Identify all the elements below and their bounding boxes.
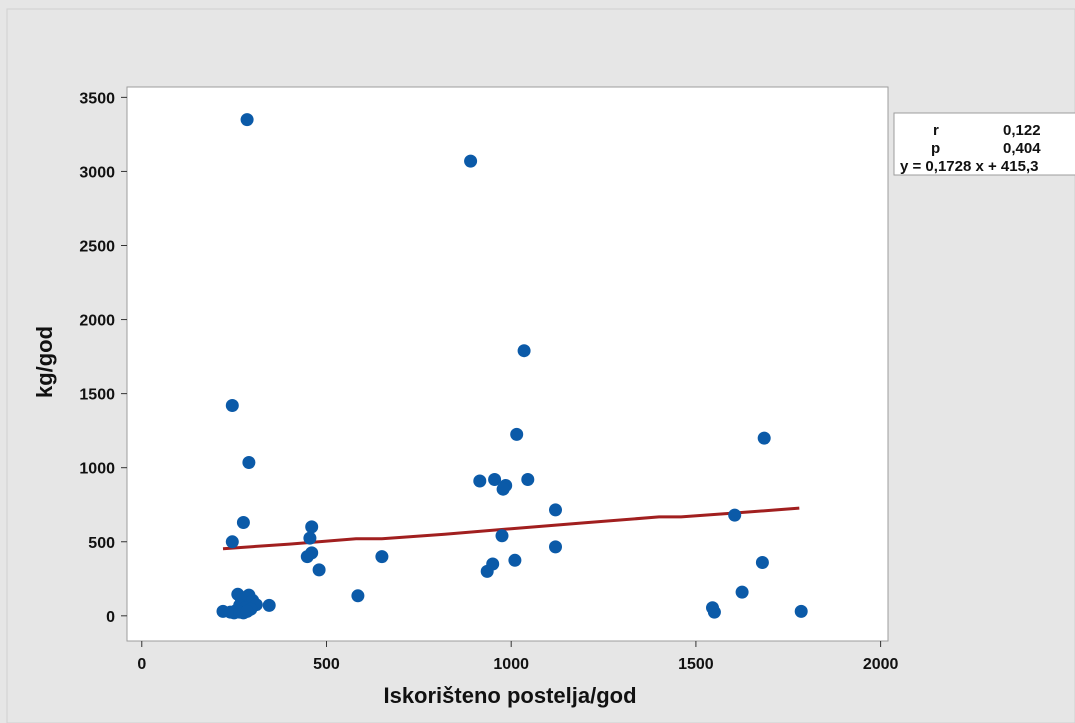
y-tick-label: 2500: [79, 238, 115, 255]
stat-equation: y = 0,1728 x + 415,3: [900, 158, 1038, 175]
data-point: [351, 589, 365, 603]
data-point: [794, 604, 808, 618]
data-point: [707, 605, 721, 619]
x-tick-label: 500: [313, 656, 340, 673]
data-point: [549, 503, 562, 517]
x-tick-label: 1500: [678, 656, 714, 673]
data-point: [517, 344, 531, 358]
data-point: [305, 520, 319, 534]
y-tick-label: 1000: [79, 461, 115, 478]
data-point: [312, 563, 326, 577]
data-point: [496, 482, 510, 496]
stats-box-frame: [893, 112, 1075, 176]
data-point: [225, 535, 239, 549]
y-tick-label: 2000: [79, 313, 115, 330]
data-point: [495, 529, 509, 543]
data-point: [240, 113, 254, 127]
data-point: [300, 550, 314, 564]
data-point: [236, 516, 250, 529]
data-point: [521, 473, 535, 486]
stats-box: r 0,122 p 0,404 y = 0,1728 x + 415,3: [893, 112, 1075, 176]
stat-r-value: 0,122: [1003, 122, 1041, 139]
x-tick-label: 2000: [863, 656, 899, 673]
x-axis-title: Iskorišteno postelja/god: [383, 683, 636, 708]
y-tick-label: 3500: [79, 90, 115, 107]
data-point: [225, 399, 239, 412]
data-point: [735, 585, 749, 599]
data-point: [480, 564, 494, 578]
stat-p-label: p: [931, 140, 940, 157]
y-tick-label: 1500: [79, 387, 115, 404]
data-point: [508, 553, 522, 567]
data-point: [757, 431, 771, 445]
x-tick-label: 0: [137, 656, 146, 673]
data-point: [303, 531, 317, 545]
x-tick-label: 1000: [493, 656, 529, 673]
data-point: [262, 598, 276, 612]
data-point: [242, 456, 256, 469]
data-points: [216, 113, 808, 620]
data-point: [488, 473, 502, 486]
stat-p-value: 0,404: [1003, 140, 1041, 157]
data-point: [240, 604, 254, 618]
regression-line: [222, 506, 800, 551]
data-point: [755, 556, 769, 569]
data-point: [375, 550, 389, 564]
fit-line: [222, 506, 800, 551]
y-axis-title: kg/god: [32, 326, 57, 398]
data-point: [510, 427, 524, 441]
y-tick-label: 0: [106, 609, 115, 626]
data-point: [464, 154, 478, 168]
data-point: [473, 474, 487, 488]
y-tick-label: 3000: [79, 164, 115, 181]
plot-area: [126, 86, 889, 642]
data-point: [549, 540, 562, 554]
data-point: [728, 508, 742, 522]
y-tick-label: 500: [88, 535, 115, 552]
axes: 0 500 1000 1500 2000 2500 3000 3500 0 500 1000 1500…: [79, 90, 898, 673]
stat-r-label: r: [933, 122, 939, 139]
